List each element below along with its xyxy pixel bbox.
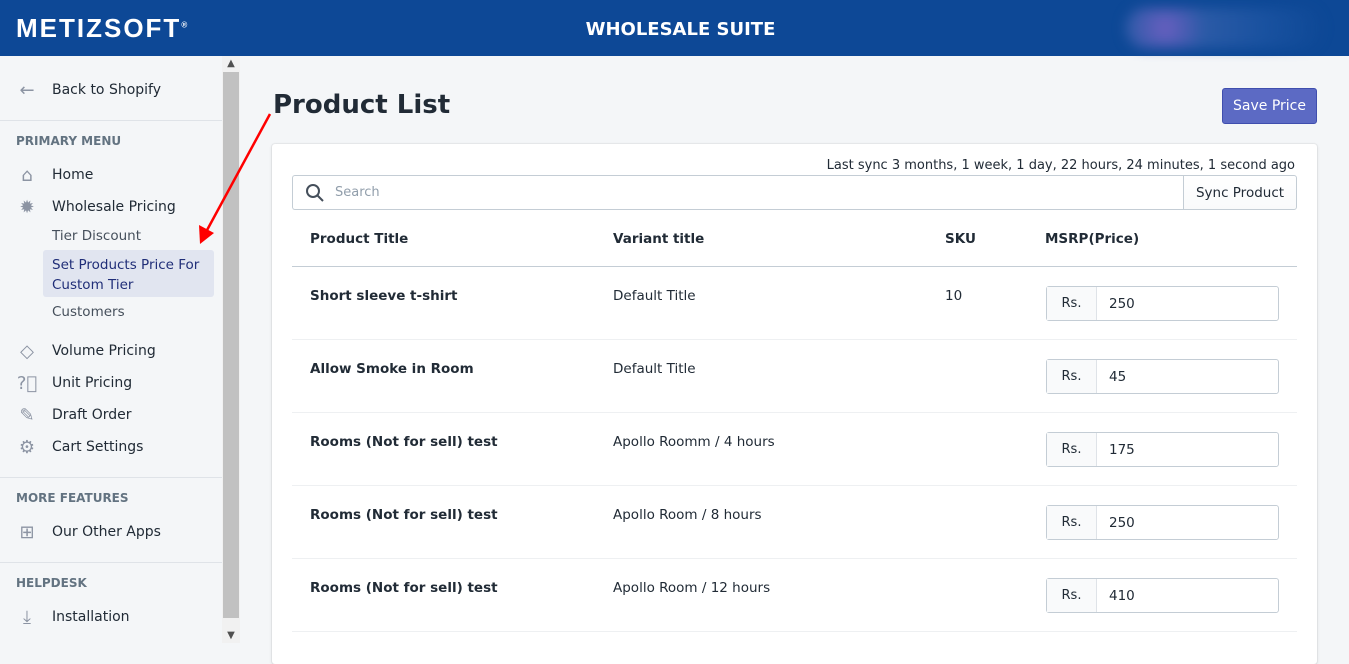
price-field[interactable]: Rs. bbox=[1046, 432, 1279, 467]
sync-product-button[interactable]: Sync Product bbox=[1183, 175, 1297, 210]
logo-text: METIZSOFT bbox=[16, 13, 182, 43]
scroll-down-icon[interactable]: ▼ bbox=[227, 630, 235, 641]
sidebar-item-label: Unit Pricing bbox=[52, 375, 133, 391]
variant-title: Apollo Roomm / 4 hours bbox=[613, 434, 775, 450]
column-header-product-title: Product Title bbox=[310, 231, 409, 247]
sidebar-item-label: Volume Pricing bbox=[52, 343, 156, 359]
sidebar-item-label: Installation bbox=[52, 609, 130, 625]
price-input[interactable] bbox=[1097, 433, 1277, 466]
sidebar-item-home[interactable]: ⌂ Home bbox=[16, 164, 93, 186]
product-title: Rooms (Not for sell) test bbox=[310, 580, 498, 596]
sidebar bbox=[0, 56, 222, 643]
sidebar-item-unit-pricing[interactable]: ?⃝ Unit Pricing bbox=[16, 372, 132, 394]
download-icon: ⤓ bbox=[23, 606, 31, 628]
blurred-account-info bbox=[1125, 8, 1325, 48]
variant-title: Default Title bbox=[613, 288, 696, 304]
product-list-card: Last sync 3 months, 1 week, 1 day, 22 ho… bbox=[272, 144, 1317, 664]
home-icon: ⌂ bbox=[21, 164, 33, 186]
back-label: Back to Shopify bbox=[52, 82, 162, 98]
table-row: Rooms (Not for sell) test Apollo Room / … bbox=[292, 486, 1297, 559]
sidebar-scrollbar[interactable]: ▲ ▼ bbox=[222, 56, 240, 643]
currency-prefix: Rs. bbox=[1047, 360, 1097, 393]
price-field[interactable]: Rs. bbox=[1046, 505, 1279, 540]
currency-prefix: Rs. bbox=[1047, 506, 1097, 539]
variant-title: Apollo Room / 8 hours bbox=[613, 507, 762, 523]
primary-menu-heading: PRIMARY MENU bbox=[16, 134, 122, 148]
sidebar-item-other-apps[interactable]: ⊞ Our Other Apps bbox=[16, 521, 161, 543]
product-title: Rooms (Not for sell) test bbox=[310, 507, 498, 523]
arrow-left-icon: ← bbox=[19, 79, 35, 101]
product-title: Rooms (Not for sell) test bbox=[310, 434, 498, 450]
tag-icon: ◇ bbox=[20, 340, 34, 362]
table-row: Allow Smoke in Room Default Title Rs. bbox=[292, 340, 1297, 413]
price-input[interactable] bbox=[1097, 506, 1277, 539]
apps-icon: ⊞ bbox=[19, 521, 35, 543]
price-field[interactable]: Rs. bbox=[1046, 359, 1279, 394]
header-divider bbox=[292, 266, 1297, 267]
last-sync-text: Last sync 3 months, 1 week, 1 day, 22 ho… bbox=[826, 158, 1295, 173]
back-to-shopify-link[interactable]: ← Back to Shopify bbox=[16, 79, 161, 101]
variant-title: Apollo Room / 12 hours bbox=[613, 580, 771, 596]
more-features-heading: MORE FEATURES bbox=[16, 491, 129, 505]
save-price-button[interactable]: Save Price bbox=[1222, 88, 1317, 124]
table-row: Rooms (Not for sell) test Apollo Room / … bbox=[292, 559, 1297, 632]
divider bbox=[0, 120, 222, 121]
helpdesk-heading: HELPDESK bbox=[16, 576, 87, 590]
sidebar-item-installation[interactable]: ⤓ Installation bbox=[16, 606, 130, 628]
edit-icon: ✎ bbox=[19, 404, 35, 426]
sku: 10 bbox=[945, 288, 963, 304]
table-row: Short sleeve t-shirt Default Title 10 Rs… bbox=[292, 267, 1297, 340]
currency-prefix: Rs. bbox=[1047, 287, 1097, 320]
top-header: METIZSOFT® WHOLESALE SUITE bbox=[0, 0, 1349, 56]
variant-title: Default Title bbox=[613, 361, 696, 377]
currency-prefix: Rs. bbox=[1047, 433, 1097, 466]
price-input[interactable] bbox=[1097, 287, 1277, 320]
search-icon bbox=[306, 183, 324, 202]
price-field[interactable]: Rs. bbox=[1046, 286, 1279, 321]
sidebar-item-label: Home bbox=[52, 167, 94, 183]
price-field[interactable]: Rs. bbox=[1046, 578, 1279, 613]
search-field[interactable] bbox=[292, 175, 1184, 210]
divider bbox=[0, 562, 222, 563]
product-title: Allow Smoke in Room bbox=[310, 361, 474, 377]
sidebar-item-volume-pricing[interactable]: ◇ Volume Pricing bbox=[16, 340, 156, 362]
column-header-variant-title: Variant title bbox=[613, 231, 705, 247]
product-title: Short sleeve t-shirt bbox=[310, 288, 458, 304]
question-icon: ?⃝ bbox=[16, 372, 38, 394]
divider bbox=[0, 477, 222, 478]
sidebar-subitem-customers[interactable]: Customers bbox=[52, 304, 125, 320]
badge-percent-icon: ✹ bbox=[19, 196, 35, 218]
scrollbar-thumb[interactable] bbox=[223, 72, 239, 618]
logo-mark: ® bbox=[181, 20, 188, 30]
price-input[interactable] bbox=[1097, 360, 1277, 393]
column-header-sku: SKU bbox=[945, 231, 976, 247]
sidebar-item-label: Our Other Apps bbox=[52, 524, 161, 540]
gear-icon: ⚙ bbox=[18, 436, 36, 458]
search-input[interactable] bbox=[335, 185, 1135, 200]
app-title: WHOLESALE SUITE bbox=[585, 19, 776, 40]
sidebar-item-cart-settings[interactable]: ⚙ Cart Settings bbox=[16, 436, 144, 458]
sidebar-subitem-set-products-price[interactable]: Set Products Price For Custom Tier bbox=[43, 250, 214, 297]
sidebar-item-label: Wholesale Pricing bbox=[52, 199, 176, 215]
price-input[interactable] bbox=[1097, 579, 1277, 612]
currency-prefix: Rs. bbox=[1047, 579, 1097, 612]
sidebar-item-wholesale-pricing[interactable]: ✹ Wholesale Pricing bbox=[16, 196, 176, 218]
scroll-up-icon[interactable]: ▲ bbox=[227, 58, 235, 69]
sidebar-subitem-tier-discount[interactable]: Tier Discount bbox=[52, 228, 141, 244]
sidebar-item-label: Cart Settings bbox=[52, 439, 144, 455]
page-title: Product List bbox=[273, 90, 451, 120]
column-header-msrp: MSRP(Price) bbox=[1045, 231, 1140, 247]
sidebar-item-label: Draft Order bbox=[52, 407, 132, 423]
logo[interactable]: METIZSOFT® bbox=[16, 13, 187, 44]
sidebar-item-draft-order[interactable]: ✎ Draft Order bbox=[16, 404, 132, 426]
table-row: Rooms (Not for sell) test Apollo Roomm /… bbox=[292, 413, 1297, 486]
